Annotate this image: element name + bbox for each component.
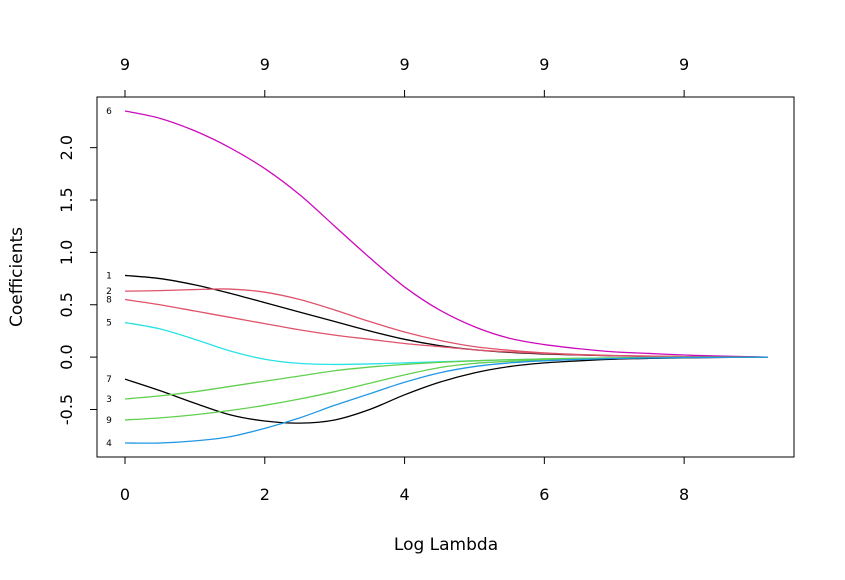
series-label-5: 5 [106,319,112,329]
series-line-6 [124,110,769,358]
y-tick-label: 1.5 [57,187,76,212]
series-line-4 [124,356,769,444]
x-tick-label: 4 [399,485,409,504]
series-label-1: 1 [106,271,112,281]
top-axis: 9 9 9 9 9 [120,55,689,97]
y-tick-label: 0.0 [57,344,76,369]
plot-frame [96,96,795,458]
series-label-4: 4 [106,439,112,449]
series-label-2: 2 [106,287,112,297]
top-tick-label: 9 [539,55,549,74]
bottom-axis: 0 2 4 6 8 [120,457,689,504]
series-line-3 [124,356,769,400]
top-tick-label: 9 [260,55,270,74]
series-labels: 6 1 28 5 7 3 9 4 [106,107,112,449]
y-axis-label: Coefficients [7,227,27,327]
x-tick-label: 6 [539,485,549,504]
series-line-8 [124,298,769,358]
series-label-9: 9 [106,416,112,426]
series-label-8: 8 [106,296,112,306]
y-tick-label: 2.0 [57,135,76,160]
series-curves [124,110,769,444]
x-tick-label: 0 [120,485,130,504]
left-axis: -0.5 0.0 0.5 1.0 1.5 2.0 [57,135,97,425]
series-label-3: 3 [106,395,112,405]
y-tick-label: 0.5 [57,292,76,317]
top-tick-label: 9 [399,55,409,74]
series-label-7: 7 [106,375,112,385]
y-tick-label: -0.5 [57,394,76,425]
top-tick-label: 9 [679,55,689,74]
y-tick-label: 1.0 [57,240,76,265]
x-axis-label: Log Lambda [394,535,498,555]
x-tick-label: 2 [260,485,270,504]
series-line-9 [124,356,769,421]
x-tick-label: 8 [679,485,689,504]
series-label-6: 6 [106,107,112,117]
top-tick-label: 9 [120,55,130,74]
